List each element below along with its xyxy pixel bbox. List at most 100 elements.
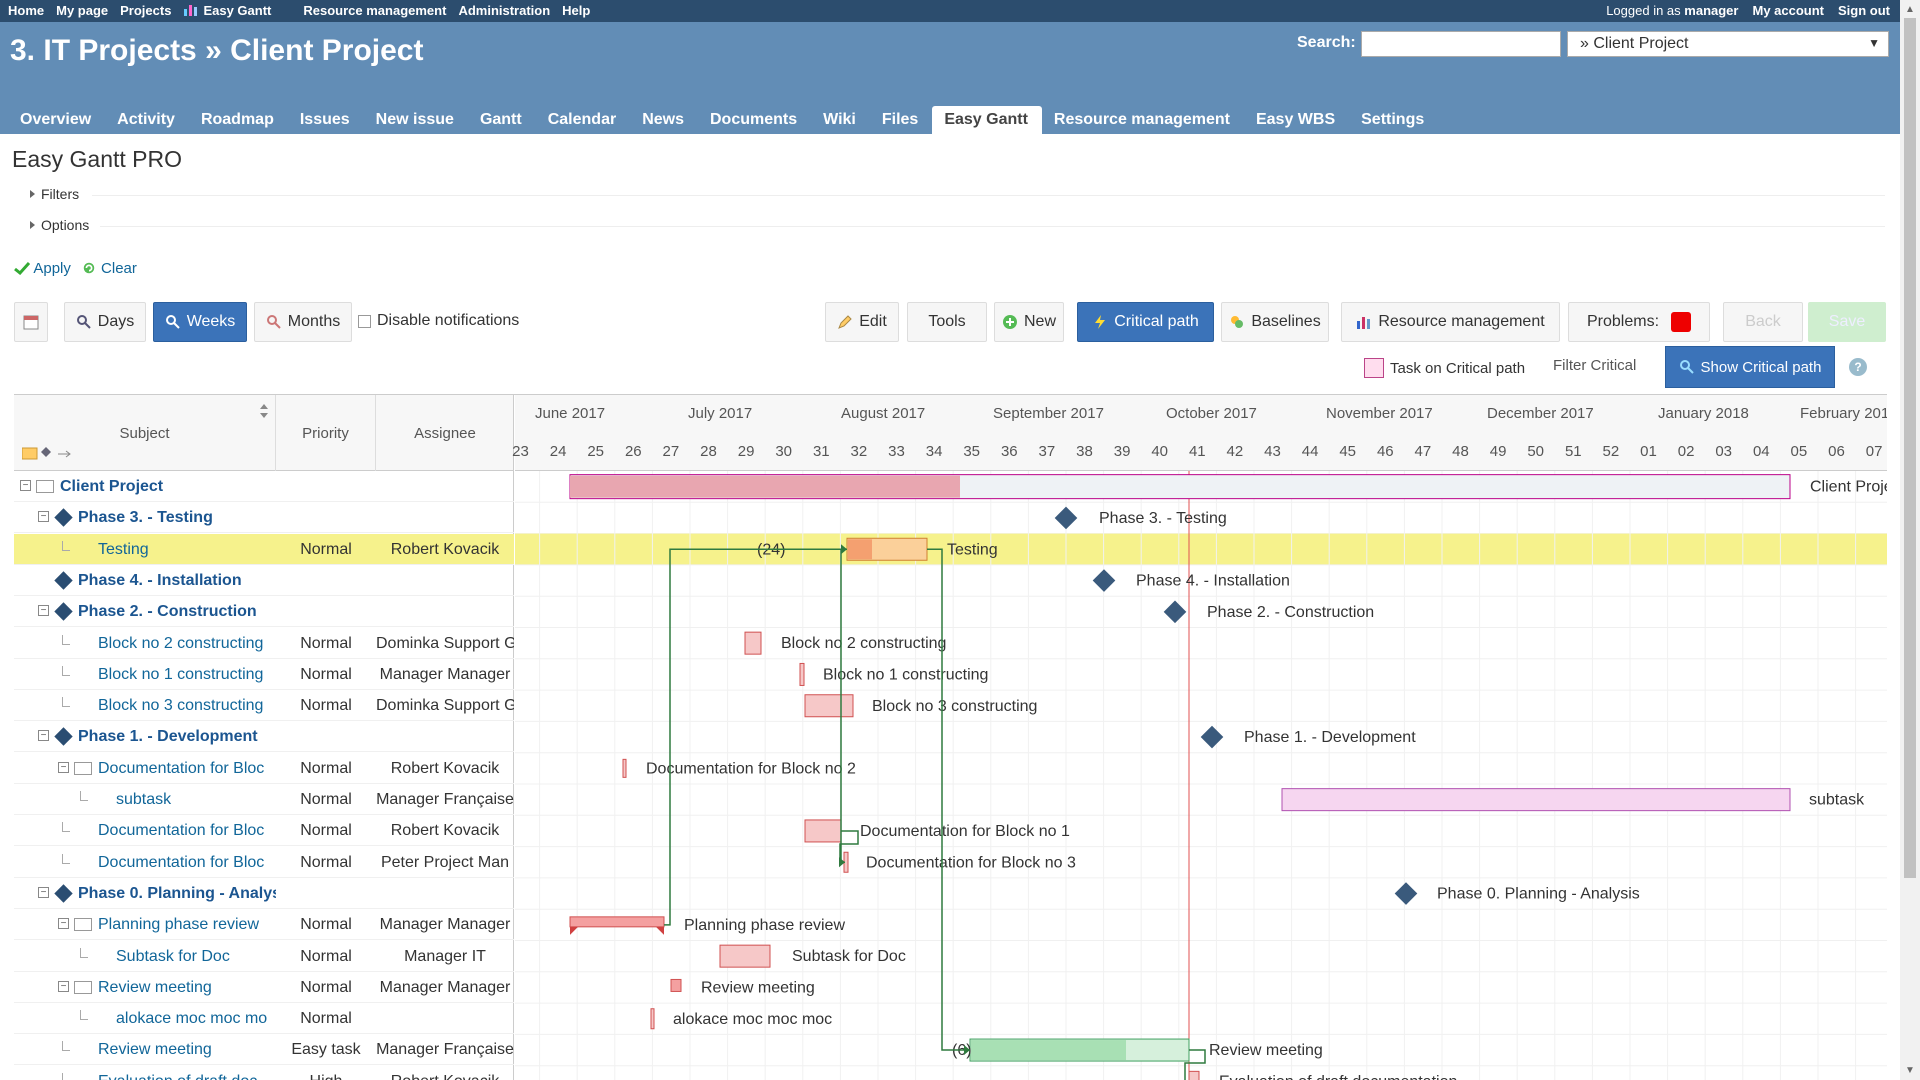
task-subject[interactable]: Documentation for Bloc [98,759,265,777]
task-subject[interactable]: Phase 0. Planning - Analysis [78,884,276,902]
collapse-icon[interactable]: − [38,605,49,617]
task-subject[interactable]: Block no 2 constructing [98,634,264,652]
task-subject[interactable]: Planning phase review [98,916,259,934]
table-row[interactable]: Phase 4. - Installation [14,565,514,596]
task-subject[interactable]: Documentation for Bloc [98,822,265,840]
task-subject[interactable]: alokace moc moc mo [116,1010,268,1028]
resource-management-button[interactable]: Resource management [1341,302,1560,342]
tab-files[interactable]: Files [881,111,919,128]
task-subject[interactable]: Documentation for Bloc [98,853,265,871]
problems-button[interactable]: Problems: [1568,302,1710,342]
tab-documents[interactable]: Documents [709,111,798,128]
tools-button[interactable]: Tools [907,302,987,342]
task-subject[interactable]: Block no 1 constructing [98,665,264,683]
menu-easy-gantt[interactable]: Easy Gantt [183,3,271,18]
table-row[interactable]: Block no 1 constructing Normal Manager Man… [14,659,514,690]
help-icon[interactable]: ? [1849,358,1867,376]
tab-overview[interactable]: Overview [20,111,92,128]
tab-easy-gantt[interactable]: Easy Gantt [932,106,1042,134]
tab-roadmap[interactable]: Roadmap [200,111,274,128]
table-row[interactable]: Review meeting Easy task Manager Française [14,1034,514,1066]
critical-path-button[interactable]: Critical path [1077,302,1214,342]
table-row[interactable]: − Phase 0. Planning - Analysis [14,878,514,909]
options-toggle[interactable]: Options [30,217,89,233]
table-row[interactable]: Evaluation of draft docHighRobert Kovaci… [14,1066,514,1080]
new-button[interactable]: New [994,302,1064,342]
table-row[interactable]: Block no 2 constructing Normal Dominka Sup… [14,628,514,659]
sort-icon[interactable] [259,403,269,419]
table-row[interactable]: − Phase 3. - Testing [14,502,514,534]
task-subject[interactable]: Testing [98,540,149,558]
task-subject[interactable]: Evaluation of draft doc [98,1066,276,1080]
months-button[interactable]: Months [254,302,352,342]
tab-issues[interactable]: Issues [299,111,350,128]
collapse-icon[interactable]: − [38,730,49,742]
edit-button[interactable]: Edit [825,302,899,342]
menu-resource-management[interactable]: Resource management [303,3,447,18]
collapse-icon[interactable]: − [58,761,69,773]
tab-activity[interactable]: Activity [117,111,175,128]
table-row[interactable]: − Documentation for Bloc Normal Robert Kova… [14,753,514,784]
collapse-icon[interactable]: − [58,980,69,992]
back-button[interactable]: Back [1723,302,1803,342]
scroll-thumb[interactable] [1904,18,1916,878]
tab-wiki[interactable]: Wiki [823,111,856,128]
task-subject[interactable]: Block no 3 constructing [98,697,264,715]
table-row[interactable]: − Phase 1. - Development [14,721,514,753]
disable-notifications-checkbox[interactable]: Disable notifications [358,312,519,330]
menu-projects[interactable]: Projects [120,3,172,18]
table-row[interactable]: − Client Project [14,471,514,502]
menu-my-page[interactable]: My page [56,3,109,18]
days-button[interactable]: Days [64,302,146,342]
scroll-down-icon[interactable]: ▼ [1905,1065,1915,1076]
task-subject[interactable]: Review meeting [98,978,212,996]
table-row[interactable]: Documentation for Bloc Normal Peter Projec… [14,847,514,878]
table-row[interactable]: Documentation for Bloc Normal Robert Kovac… [14,815,514,847]
tab-resource-management[interactable]: Resource management [1053,111,1230,128]
add-item-icons[interactable] [22,445,86,461]
tab-new-issue[interactable]: New issue [375,111,454,128]
scroll-up-icon[interactable]: ▲ [1905,4,1915,15]
priority-column-header[interactable]: Priority [276,395,376,471]
task-subject[interactable]: Subtask for Doc [116,947,230,965]
tab-calendar[interactable]: Calendar [547,111,617,128]
checkbox[interactable] [358,314,371,328]
task-subject[interactable]: Phase 2. - Construction [78,603,257,621]
collapse-icon[interactable]: − [38,511,49,523]
save-button[interactable]: Save [1808,302,1886,342]
search-input[interactable] [1361,31,1561,57]
tab-gantt[interactable]: Gantt [479,111,522,128]
tab-news[interactable]: News [642,111,684,128]
user-link[interactable]: manager [1684,3,1739,18]
task-subject[interactable]: Phase 3. - Testing [78,509,213,527]
collapse-icon[interactable]: − [20,480,31,491]
calendar-button[interactable] [14,302,48,342]
subject-column-header[interactable]: Subject [14,395,276,471]
sign-out-link[interactable]: Sign out [1838,3,1890,18]
menu-administration[interactable]: Administration [458,3,551,18]
table-row[interactable]: Block no 3 constructing Normal Dominka Sup… [14,690,514,722]
baselines-button[interactable]: Baselines [1221,302,1329,342]
table-row[interactable]: Testing Normal Robert Kovacik [14,533,514,565]
task-subject[interactable]: Client Project [60,478,164,495]
clear-button[interactable]: Clear [81,260,137,277]
show-critical-path-button[interactable]: Show Critical path [1665,346,1835,388]
table-row[interactable]: − Planning phase review Normal Manager Mana… [14,909,514,941]
task-subject[interactable]: Review meeting [98,1041,212,1059]
table-row[interactable]: − Phase 2. - Construction [14,596,514,628]
table-row[interactable]: alokace moc moc mo Normal [14,1003,514,1035]
project-jump-select[interactable]: » Client Project ▼ [1567,31,1889,57]
my-account-link[interactable]: My account [1752,3,1824,18]
weeks-button[interactable]: Weeks [153,302,247,342]
collapse-icon[interactable]: − [38,886,49,898]
tab-easy-wbs[interactable]: Easy WBS [1255,111,1336,128]
table-row[interactable]: Subtask for Doc Normal Manager IT [14,941,514,972]
collapse-icon[interactable]: − [58,918,69,930]
filters-toggle[interactable]: Filters [30,186,79,202]
menu-help[interactable]: Help [562,3,591,18]
table-row[interactable]: − Review meeting Normal Manager Manager [14,972,514,1003]
tab-settings[interactable]: Settings [1361,111,1425,128]
filter-critical-button[interactable]: Filter Critical [1553,357,1637,374]
task-subject[interactable]: Phase 4. - Installation [78,571,242,589]
vertical-scrollbar[interactable]: ▲ ▼ [1900,0,1920,1080]
